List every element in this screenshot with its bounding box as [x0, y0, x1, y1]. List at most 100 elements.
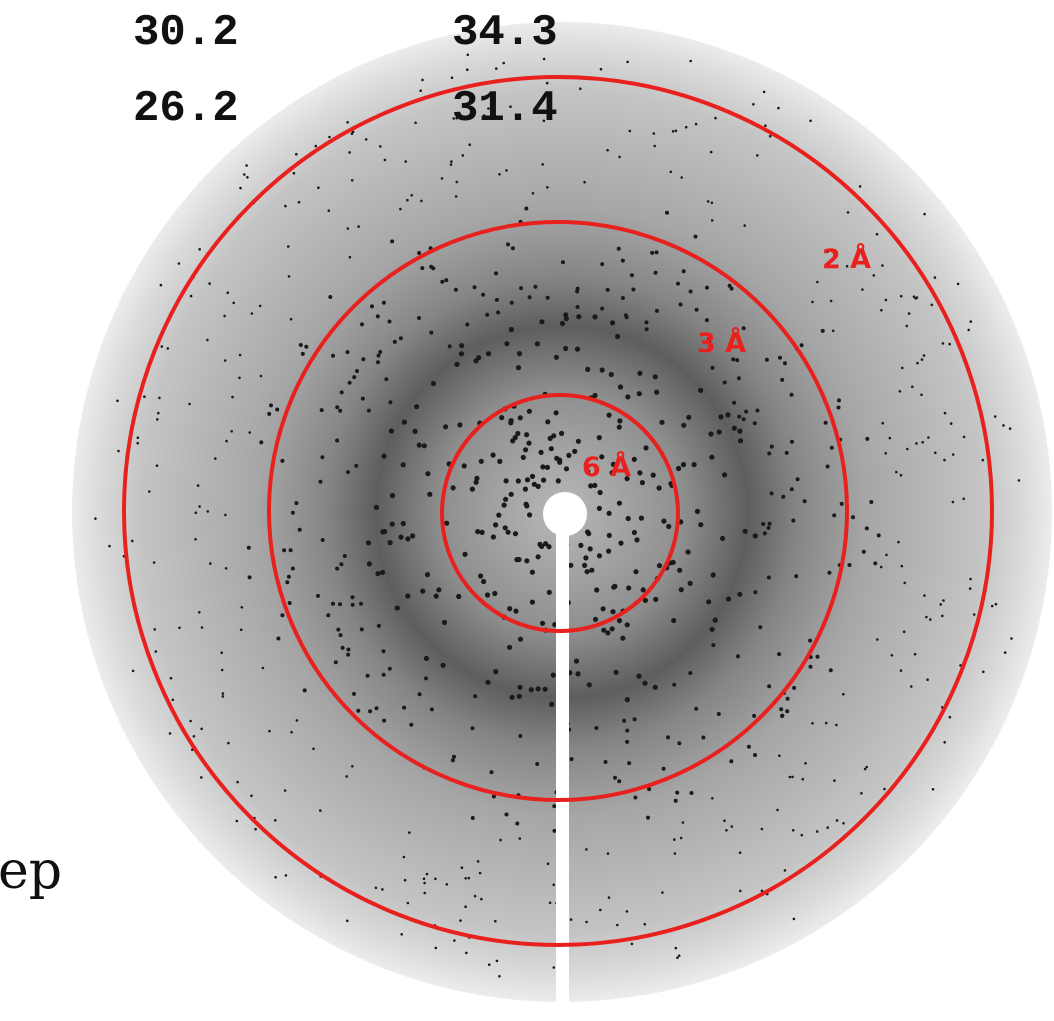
- spot: [413, 429, 418, 434]
- spot: [705, 286, 709, 290]
- spot: [465, 323, 469, 327]
- spot: [375, 887, 378, 890]
- spot: [431, 266, 435, 270]
- spot: [563, 346, 568, 351]
- spot: [407, 902, 410, 905]
- spot: [804, 762, 807, 765]
- spot: [622, 719, 626, 723]
- spot: [927, 436, 930, 439]
- spot: [454, 288, 458, 292]
- spot: [475, 529, 480, 534]
- spot: [200, 728, 203, 731]
- spot: [666, 735, 670, 739]
- spot: [188, 403, 191, 406]
- spot: [440, 280, 444, 284]
- spot: [617, 501, 622, 506]
- spot: [401, 521, 406, 526]
- spot: [717, 429, 722, 434]
- spot: [155, 650, 158, 653]
- spot: [448, 344, 452, 348]
- spot: [777, 652, 781, 656]
- spot: [723, 819, 726, 822]
- spot: [455, 195, 458, 198]
- spot: [459, 351, 464, 356]
- spot: [248, 575, 252, 579]
- overlay-number: 31.4: [452, 84, 558, 134]
- spot: [618, 384, 623, 389]
- spot: [655, 309, 659, 313]
- spot: [536, 484, 541, 489]
- spot: [132, 670, 135, 673]
- spot: [442, 620, 447, 625]
- spot: [906, 448, 909, 451]
- spot: [686, 415, 691, 420]
- spot: [516, 557, 521, 562]
- spot: [227, 742, 230, 745]
- spot: [480, 530, 485, 535]
- spot: [737, 592, 742, 597]
- overlay-number: 26.2: [133, 84, 239, 134]
- spot: [243, 173, 246, 176]
- spot: [507, 606, 512, 611]
- spot: [230, 430, 233, 433]
- spot: [646, 816, 650, 820]
- spot: [995, 603, 998, 606]
- spot: [931, 304, 934, 307]
- spot: [549, 702, 554, 707]
- spot: [732, 426, 737, 431]
- spot: [376, 314, 380, 318]
- spot: [639, 516, 644, 521]
- spot: [274, 876, 277, 879]
- spot: [341, 646, 345, 650]
- spot: [848, 563, 852, 567]
- spot: [913, 295, 916, 298]
- spot: [289, 548, 293, 552]
- spot: [377, 624, 381, 628]
- spot: [903, 582, 906, 585]
- spot: [780, 378, 784, 382]
- spot: [737, 376, 741, 380]
- spot: [425, 471, 430, 476]
- spot: [588, 483, 593, 488]
- spot: [661, 891, 664, 894]
- spot: [885, 554, 888, 557]
- spot: [376, 360, 380, 364]
- spot: [1009, 427, 1012, 430]
- spot: [755, 409, 759, 413]
- spot: [737, 429, 742, 434]
- spot: [389, 428, 394, 433]
- spot: [991, 605, 994, 608]
- spot: [160, 284, 163, 287]
- spot: [865, 526, 869, 530]
- spot: [832, 330, 835, 333]
- spot: [694, 235, 698, 239]
- spot: [576, 305, 580, 309]
- spot: [829, 668, 833, 672]
- spot: [895, 471, 898, 474]
- spot: [510, 438, 515, 443]
- spot: [515, 822, 519, 826]
- spot: [468, 143, 471, 146]
- spot: [911, 386, 914, 389]
- spot: [116, 400, 119, 403]
- spot: [498, 975, 501, 978]
- spot: [767, 526, 771, 530]
- spot: [720, 536, 725, 541]
- spot: [206, 339, 209, 342]
- spot: [285, 874, 288, 877]
- spot: [167, 347, 170, 350]
- spot: [276, 637, 280, 641]
- spot: [776, 809, 779, 812]
- spot: [614, 670, 619, 675]
- spot: [524, 432, 529, 437]
- spot: [406, 199, 409, 202]
- spot: [597, 435, 602, 440]
- spot: [536, 554, 541, 559]
- spot: [617, 618, 622, 623]
- spot: [670, 171, 673, 174]
- spot: [675, 791, 679, 795]
- spot: [675, 130, 678, 133]
- spot: [681, 423, 686, 428]
- spot: [621, 296, 625, 300]
- spot: [714, 117, 717, 120]
